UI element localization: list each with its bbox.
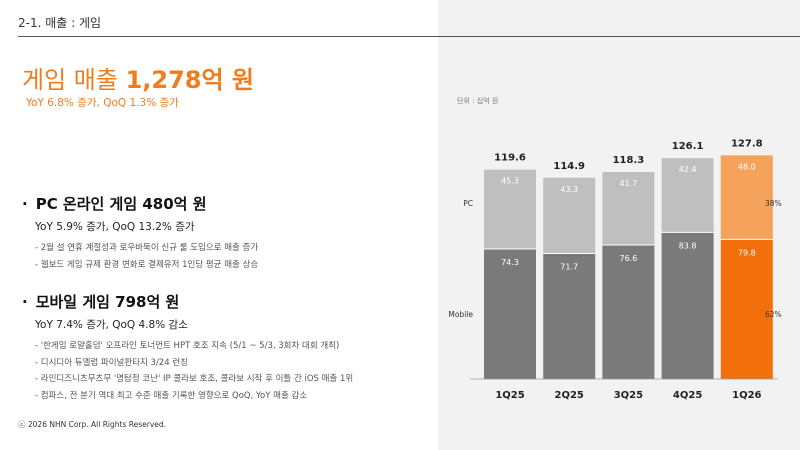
xtick-3Q25: 3Q25: [614, 390, 643, 401]
list-item: - 컴파스, 전 분기 역대 최고 수준 매출 기록한 영향으로 QoQ, Yo…: [35, 390, 308, 401]
share-mobile: 62%: [765, 310, 782, 319]
section-header: 2-1. 매출 : 게임: [18, 16, 102, 30]
label-mobile-4Q25: 83.8: [679, 241, 697, 250]
mobile-bullet: ·: [22, 293, 28, 311]
mobile-title-text: 모바일 게임 798억 원: [35, 293, 180, 311]
legend-mobile: Mobile: [448, 310, 473, 319]
mobile-notes: - '한게임 로얄홀덤' 오프라인 토너먼트 HPT 호조 지속 (5/1 ~ …: [35, 338, 353, 404]
headline-subtitle: YoY 6.8% 증가, QoQ 1.3% 증가: [26, 97, 179, 109]
label-total-2Q25: 114.9: [553, 161, 585, 172]
bar-mobile-1Q25: [484, 248, 536, 379]
unit-label: 단위 : 십억 원: [457, 97, 499, 105]
label-mobile-2Q25: 71.7: [560, 263, 578, 272]
legend-pc: PC: [463, 199, 473, 208]
headline-prefix: 게임 매출: [22, 66, 126, 94]
xtick-2Q25: 2Q25: [555, 390, 584, 401]
bar-pc-1Q26: [720, 155, 773, 240]
bar-pc-1Q25: [484, 169, 536, 249]
label-total-3Q25: 118.3: [613, 155, 645, 166]
copyright-footer: ⓒ 2026 NHN Corp. All Rights Reserved.: [18, 420, 167, 429]
label-total-1Q25: 119.6: [494, 153, 526, 164]
bar-mobile-4Q25: [661, 232, 714, 379]
label-mobile-1Q26: 79.8: [738, 248, 756, 257]
bar-pc-2Q25: [543, 177, 596, 254]
headline-value: 1,278억 원: [125, 66, 255, 94]
bar-mobile-1Q26: [720, 239, 773, 379]
mobile-growth: YoY 7.4% 증가, QoQ 4.8% 감소: [35, 319, 188, 331]
list-item: - 웹보드 게임 규제 환경 변화로 결제유저 1인당 평균 매출 상승: [35, 259, 259, 270]
xtick-1Q26: 1Q26: [732, 390, 761, 401]
label-pc-2Q25: 43.3: [560, 185, 578, 194]
list-item: - 디시디아 듀엘럼 파이널판타지 3/24 런칭: [35, 357, 188, 368]
header-divider: [18, 36, 800, 37]
bar-pc-3Q25: [602, 171, 655, 245]
label-pc-4Q25: 42.4: [679, 165, 697, 174]
xtick-4Q25: 4Q25: [673, 390, 702, 401]
pc-notes: - 2월 설 연휴 계절성과 로우바둑이 신규 룰 도입으로 매출 증가 - 웹…: [35, 240, 258, 273]
label-total-1Q26: 127.8: [731, 138, 763, 149]
list-item: - '한게임 로얄홀덤' 오프라인 토너먼트 HPT 호조 지속 (5/1 ~ …: [35, 341, 340, 351]
pc-section-title: · PC 온라인 게임 480억 원: [22, 193, 207, 214]
label-total-4Q25: 126.1: [672, 141, 704, 152]
bar-pc-4Q25: [661, 158, 714, 233]
label-pc-1Q25: 45.3: [501, 177, 519, 186]
list-item: - 2월 설 연휴 계절성과 로우바둑이 신규 룰 도입으로 매출 증가: [35, 243, 259, 253]
label-pc-3Q25: 41.7: [619, 179, 637, 188]
mobile-section-title: · 모바일 게임 798억 원: [22, 291, 179, 312]
page-headline: 게임 매출 1,278억 원: [22, 60, 254, 95]
pc-bullet: ·: [22, 195, 28, 213]
xtick-1Q25: 1Q25: [495, 390, 524, 401]
label-pc-1Q26: 48.0: [738, 162, 756, 171]
pc-title-text: PC 온라인 게임 480억 원: [35, 195, 207, 213]
list-item: - 라인디즈니츠무츠무 '명탐정 코난' IP 콜라보 호조, 콜라보 시작 후…: [35, 374, 354, 384]
label-mobile-3Q25: 76.6: [619, 254, 637, 263]
pc-growth: YoY 5.9% 증가, QoQ 13.2% 증가: [35, 221, 195, 233]
label-mobile-1Q25: 74.3: [501, 258, 519, 267]
bar-mobile-3Q25: [602, 244, 655, 379]
bar-mobile-2Q25: [543, 253, 596, 379]
share-pc: 38%: [765, 199, 782, 208]
